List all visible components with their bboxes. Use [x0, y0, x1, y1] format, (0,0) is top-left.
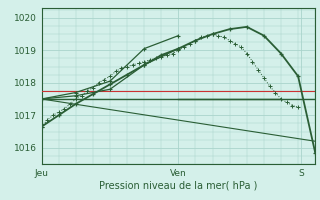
X-axis label: Pression niveau de la mer( hPa ): Pression niveau de la mer( hPa ) [99, 181, 258, 191]
